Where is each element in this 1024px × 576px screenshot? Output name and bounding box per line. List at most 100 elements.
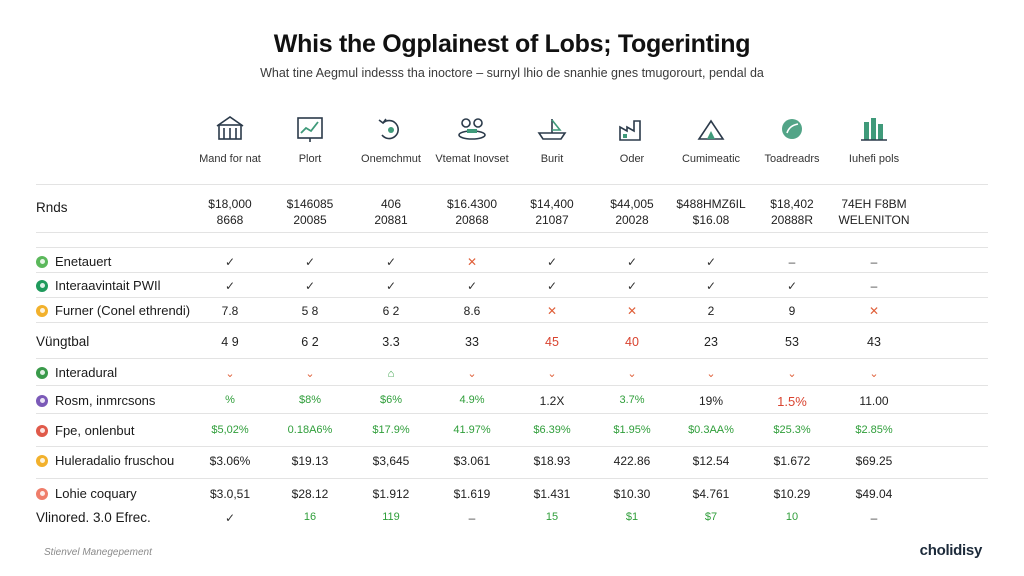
cell-line: $44,005	[610, 197, 654, 211]
cell-mark-icon: ✓	[304, 255, 316, 269]
cell-mark-icon: ✓	[626, 255, 638, 269]
table-cell: 23	[665, 335, 757, 349]
table-cell: $5,02%	[184, 424, 276, 436]
cell-mark-icon: ⌄	[547, 368, 557, 380]
column-header: Cumimeatic	[665, 113, 757, 165]
table-cell: $7	[665, 511, 757, 523]
cell-line: $18,402	[770, 197, 814, 211]
cell-value: 8.6	[463, 304, 481, 318]
table-cell: ⌄	[586, 366, 678, 380]
row-label-text: Furner (Conel ethrendi)	[55, 303, 191, 318]
table-cell: $16.4300 20868	[426, 196, 518, 228]
cell-value: $1.619	[453, 487, 491, 501]
table-cell: ✓	[426, 279, 518, 293]
table-cell: $3.061	[426, 454, 518, 468]
row-divider	[36, 385, 988, 386]
cell-line: WELENITON	[838, 213, 910, 227]
table-cell: $44,005 20028	[586, 196, 678, 228]
table-cell: ⌄	[184, 366, 276, 380]
cell-line: $488HMZ6IL	[676, 197, 746, 211]
cell-value: $3,645	[372, 454, 410, 468]
cell-value: $10.29	[773, 487, 811, 501]
column-header: Onemchmut	[345, 113, 437, 165]
table-cell: ✓	[184, 511, 276, 525]
table-cell: ✓	[586, 255, 678, 269]
table-cell: 16	[264, 511, 356, 523]
row-label: Vüngtbal	[36, 334, 89, 349]
table-cell: $19.13	[264, 454, 356, 468]
table-cell: ✓	[184, 255, 276, 269]
page-title: Whis the Ogplainest of Lobs; Togerinting	[273, 30, 751, 58]
row-label-text: Vlinored. 3.0 Efrec.	[36, 510, 151, 525]
cell-mark-icon: –	[468, 511, 476, 525]
table-cell: $146085 20085	[264, 196, 356, 228]
cell-value: 5 8	[301, 304, 319, 318]
cell-mark-icon: –	[870, 255, 878, 269]
row-label-text: Rnds	[36, 200, 68, 215]
table-cell: 53	[746, 335, 838, 349]
table-cell: ⌄	[264, 366, 356, 380]
table-cell: $1	[586, 511, 678, 523]
cell-mark-icon: ✓	[705, 279, 717, 293]
cell-value: 9	[788, 304, 796, 318]
row-divider	[36, 322, 988, 323]
cell-value: 15	[545, 511, 559, 523]
table-cell: 8.6	[426, 304, 518, 318]
table-cell: 6 2	[345, 304, 437, 318]
cell-line: 20868	[455, 213, 489, 227]
cell-mark-icon: ✓	[304, 279, 316, 293]
column-header: Iuhefi pols	[828, 113, 920, 165]
cell-mark-icon: ⌄	[706, 368, 716, 380]
column-header-label: Cumimeatic	[681, 153, 741, 165]
cell-value: 4 9	[221, 335, 239, 349]
table-cell: $12.54	[665, 454, 757, 468]
cell-value: $1.431	[533, 487, 571, 501]
table-cell: ⌄	[426, 366, 518, 380]
cell-mark-icon: –	[870, 279, 878, 293]
table-cell: 406 20881	[345, 196, 437, 228]
table-cell: –	[828, 511, 920, 525]
cell-line: $16.4300	[446, 197, 498, 211]
cell-mark-icon: ✓	[385, 255, 397, 269]
table-cell: %	[184, 394, 276, 406]
table-cell: $488HMZ6IL $16.08	[665, 196, 757, 228]
table-cell: $3.0,51	[184, 487, 276, 501]
cell-value: 43	[867, 335, 881, 349]
table-cell: ✕	[426, 255, 518, 269]
cell-mark-icon: ✓	[626, 279, 638, 293]
row-bullet-icon	[36, 454, 48, 467]
table-cell: ✓	[506, 255, 598, 269]
cell-mark-icon: ✓	[224, 511, 236, 525]
table-cell: $18.93	[506, 454, 598, 468]
cell-value: $10.30	[613, 487, 651, 501]
table-cell: $69.25	[828, 454, 920, 468]
cell-mark-icon: ⌂	[387, 368, 395, 380]
table-cell: ⌄	[665, 366, 757, 380]
cell-line: 406	[380, 197, 402, 211]
table-cell: 2	[665, 304, 757, 318]
table-cell: 1.2X	[506, 394, 598, 408]
table-cell: 422.86	[586, 454, 678, 468]
table-cell: 1.5%	[746, 394, 838, 409]
towers-icon	[828, 113, 920, 145]
cell-value: $3.061	[453, 454, 491, 468]
brand-logo[interactable]: cholidisy	[919, 542, 983, 559]
row-label-text: Rosm, inmrcsons	[55, 393, 156, 408]
column-header: Burit	[506, 113, 598, 165]
row-bullet-icon	[36, 366, 48, 379]
table-cell: ✓	[345, 255, 437, 269]
cell-value: $3.06%	[209, 454, 251, 468]
row-label: Rosm, inmrcsons	[36, 393, 155, 408]
row-label-text: Fpe, onlenbut	[55, 423, 135, 438]
column-header-label: Oder	[619, 153, 645, 165]
row-label: Huleradalio fruschou	[36, 453, 174, 468]
cell-value: 2	[707, 304, 715, 318]
cell-line: $14,400	[530, 197, 574, 211]
row-bullet-icon	[36, 424, 48, 437]
row-label-text: Lohie coquary	[55, 486, 137, 501]
cell-line: 20881	[374, 213, 408, 227]
table-cell: ✓	[586, 279, 678, 293]
row-divider	[36, 232, 988, 233]
cell-value: $1	[625, 511, 639, 523]
cell-mark-icon: ✕	[626, 304, 638, 318]
